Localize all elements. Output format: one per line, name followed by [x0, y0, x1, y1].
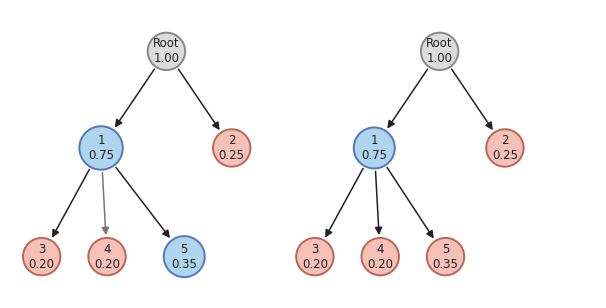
- Ellipse shape: [296, 238, 333, 275]
- Text: 2
0.25: 2 0.25: [219, 134, 245, 162]
- Ellipse shape: [79, 126, 123, 170]
- Text: 1
0.75: 1 0.75: [361, 134, 387, 162]
- Text: 5
0.35: 5 0.35: [171, 243, 197, 271]
- Text: 2
0.25: 2 0.25: [492, 134, 518, 162]
- Ellipse shape: [23, 238, 61, 275]
- Ellipse shape: [362, 238, 399, 275]
- Ellipse shape: [88, 238, 125, 275]
- Text: 1
0.75: 1 0.75: [88, 134, 114, 162]
- Ellipse shape: [354, 128, 395, 168]
- Ellipse shape: [427, 238, 464, 275]
- Text: 3
0.20: 3 0.20: [28, 243, 55, 271]
- Ellipse shape: [148, 33, 185, 70]
- Text: 3
0.20: 3 0.20: [302, 243, 328, 271]
- Text: Root
1.00: Root 1.00: [426, 37, 453, 65]
- Ellipse shape: [421, 33, 458, 70]
- Ellipse shape: [213, 129, 250, 167]
- Text: 4
0.20: 4 0.20: [367, 243, 393, 271]
- Ellipse shape: [486, 129, 524, 167]
- Text: 4
0.20: 4 0.20: [94, 243, 120, 271]
- Text: Root
1.00: Root 1.00: [153, 37, 180, 65]
- Ellipse shape: [164, 236, 205, 277]
- Text: 5
0.35: 5 0.35: [433, 243, 459, 271]
